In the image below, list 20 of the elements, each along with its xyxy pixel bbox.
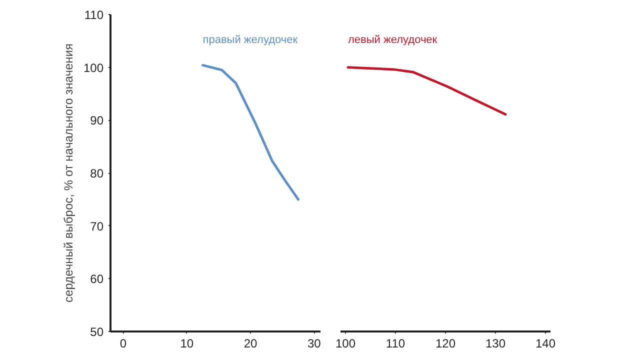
y-tick-label: 90	[90, 114, 104, 128]
x-tick-label: 140	[535, 336, 556, 350]
series-label: левый желудочек	[348, 34, 438, 46]
y-tick-label: 70	[90, 219, 104, 234]
y-axis-title: сердечный выброс, % от начального значения	[61, 44, 76, 302]
y-tick-label: 110	[84, 8, 104, 22]
x-tick-label: 10	[180, 336, 194, 350]
x-tick-label: 120	[435, 336, 456, 350]
line-series	[202, 64, 300, 201]
y-tick-label: 100	[83, 60, 104, 75]
x-tick-label: 110	[386, 336, 406, 350]
x-tick-label: 30	[307, 336, 322, 350]
x-tick-label: 0	[120, 336, 127, 350]
y-tick-label: 80	[90, 166, 104, 180]
y-tick-label: 50	[90, 325, 104, 339]
x-tick-label: 20	[244, 336, 258, 350]
series-label: правый желудочек	[202, 34, 298, 46]
x-tick-label: 130	[485, 336, 506, 350]
x-tick-label: 100	[335, 336, 356, 350]
y-tick-label: 60	[90, 272, 104, 286]
